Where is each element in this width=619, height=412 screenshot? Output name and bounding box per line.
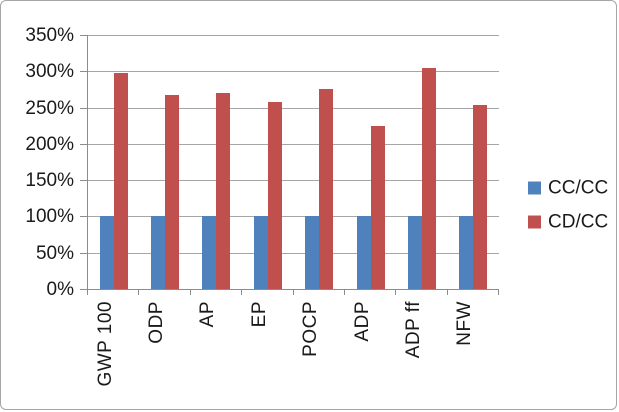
legend-swatch-cc-cc [528, 181, 541, 195]
legend-item-cd-cc: CD/CC [528, 213, 608, 232]
y-axis-label-300-: 300% [25, 61, 74, 82]
x-axis-label-nfw: NFW [454, 301, 475, 346]
category-group-nfw [448, 35, 499, 289]
gridline-250 [88, 107, 499, 109]
plot-area [87, 35, 499, 290]
bar-cc-cc-adp [356, 216, 371, 289]
gridline-100 [88, 216, 499, 218]
y-axis-label-250-: 250% [25, 98, 74, 119]
x-axis-tick [138, 290, 139, 295]
bar-cc-cc-ap [202, 216, 217, 289]
bar-cc-cc-ep [253, 216, 268, 289]
bar-cc-cc-odp [151, 216, 166, 289]
chart-legend: CC/CC CD/CC [528, 179, 608, 232]
x-axis-label-pocp: POCP [300, 301, 321, 357]
bar-cd-cc-ap [216, 93, 231, 289]
category-group-odp [139, 35, 190, 289]
category-group-pocp [294, 35, 345, 289]
y-axis-tick [80, 35, 87, 36]
bar-cc-cc-adp-ff [407, 216, 422, 289]
category-group-adp [345, 35, 396, 289]
x-axis-label-ep: EP [249, 301, 270, 328]
y-axis-tick [80, 289, 87, 290]
x-axis-label-adp-ff: ADP ff [403, 301, 424, 359]
x-axis-tick [498, 290, 499, 295]
category-group-gwp-100 [88, 35, 139, 289]
y-axis-label-0-: 0% [46, 279, 74, 300]
bar-cd-cc-gwp-100 [113, 72, 128, 289]
y-axis-label-100-: 100% [25, 206, 74, 227]
y-axis-tick [80, 71, 87, 72]
x-axis-label-gwp-100: GWP 100 [95, 301, 116, 387]
bar-cd-cc-adp-ff [421, 67, 436, 289]
x-axis-label-ap: AP [197, 301, 218, 328]
gridline-50 [88, 252, 499, 254]
y-axis-tick [80, 216, 87, 217]
x-axis-tick [344, 290, 345, 295]
y-axis-tick [80, 180, 87, 181]
x-axis-tick [447, 290, 448, 295]
x-axis-tick [190, 290, 191, 295]
bar-cc-cc-pocp [305, 216, 320, 289]
gridline-200 [88, 143, 499, 145]
bar-cd-cc-ep [267, 101, 282, 289]
bar-cc-cc-nfw [459, 216, 474, 289]
bar-cd-cc-pocp [319, 88, 334, 289]
y-axis-tick [80, 108, 87, 109]
x-axis-tick [395, 290, 396, 295]
y-axis-label-200-: 200% [25, 134, 74, 155]
bar-cc-cc-gwp-100 [99, 216, 114, 289]
x-axis-tick [293, 290, 294, 295]
y-axis-tick [80, 253, 87, 254]
bar-cd-cc-adp [370, 126, 385, 289]
legend-item-cc-cc: CC/CC [528, 179, 608, 198]
bar-cd-cc-odp [165, 94, 180, 289]
x-axis-label-odp: ODP [146, 301, 167, 344]
y-axis-label-150-: 150% [25, 170, 74, 191]
gridline-300 [88, 71, 499, 73]
gridline-350 [88, 35, 499, 36]
legend-label-cc-cc: CC/CC [548, 177, 609, 199]
y-axis-label-50-: 50% [35, 243, 74, 264]
category-group-ep [242, 35, 293, 289]
legend-label-cd-cc: CD/CC [548, 211, 609, 233]
x-axis-tick [87, 290, 88, 295]
x-axis-tick [241, 290, 242, 295]
category-group-adp-ff [396, 35, 447, 289]
gridline-150 [88, 180, 499, 182]
legend-swatch-cd-cc [528, 215, 541, 229]
category-group-ap [191, 35, 242, 289]
y-axis-tick [80, 144, 87, 145]
y-axis-label-350-: 350% [25, 25, 74, 46]
bar-cd-cc-nfw [473, 104, 488, 289]
x-axis-label-adp: ADP [352, 301, 373, 342]
